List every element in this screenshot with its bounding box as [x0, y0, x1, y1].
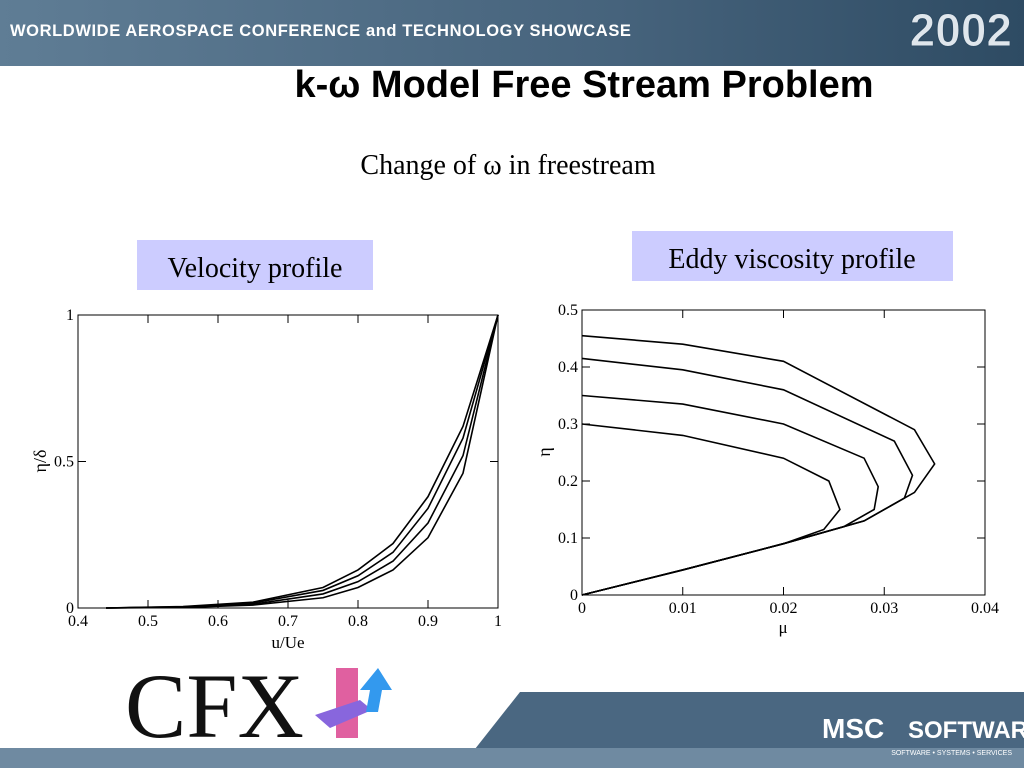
msc-logo: MSC	[822, 713, 884, 744]
y-tick-label: 0.3	[558, 416, 578, 433]
y-tick-label: 0.2	[558, 473, 578, 490]
chart-title: Eddy viscosity profile	[668, 244, 915, 275]
x-tick-label: 0.4	[68, 613, 88, 630]
series-line	[581, 357, 914, 596]
y-tick-label: 0.5	[54, 454, 74, 471]
cfx-icon	[315, 700, 372, 728]
x-tick-label: 0.02	[770, 600, 798, 617]
x-tick-label: 0	[578, 600, 586, 617]
x-axis-label: u/Ue	[271, 633, 304, 652]
x-tick-label: 0.8	[348, 613, 368, 630]
chart-title-box	[137, 240, 373, 290]
series-line	[581, 423, 841, 596]
y-tick-label: 0	[570, 587, 578, 604]
series-line	[105, 314, 499, 609]
x-tick-label: 0.01	[669, 600, 697, 617]
series-line	[105, 314, 499, 609]
x-tick-label: 0.04	[971, 600, 999, 617]
plot-frame	[581, 309, 986, 596]
x-tick-label: 0.7	[278, 613, 298, 630]
x-axis-label: μ	[778, 618, 787, 637]
x-tick-label: 0.9	[418, 613, 438, 630]
footer-strip	[0, 748, 1024, 768]
slide-subtitle: Change of ω in freestream	[360, 150, 655, 181]
chart-title-box	[632, 231, 953, 281]
series-line	[105, 314, 499, 609]
series-line	[581, 334, 936, 596]
banner-text: WORLDWIDE AEROSPACE CONFERENCE and TECHN…	[10, 22, 632, 40]
banner	[0, 0, 1024, 66]
x-tick-label: 0.5	[138, 613, 158, 630]
series-line	[105, 314, 499, 609]
cfx-logo: CFX	[125, 655, 304, 757]
x-tick-label: 1	[494, 613, 502, 630]
slide-title: k-ω Model Free Stream Problem	[294, 64, 873, 106]
banner-year: 2002	[910, 4, 1012, 56]
y-tick-label: 0.4	[558, 359, 578, 376]
y-axis-label: η	[534, 447, 554, 456]
chart-title: Velocity profile	[168, 253, 343, 284]
x-tick-label: 0.6	[208, 613, 228, 630]
cfx-icon	[360, 668, 392, 712]
y-tick-label: 0.1	[558, 530, 578, 547]
msc-tagline: SOFTWARE • SYSTEMS • SERVICES	[891, 750, 1012, 757]
y-tick-label: 1	[66, 307, 74, 324]
x-tick-label: 0.03	[870, 600, 898, 617]
y-axis-label: η/δ	[30, 450, 50, 473]
y-tick-label: 0.5	[558, 302, 578, 319]
msc-logo-2: SOFTWARE	[908, 717, 1024, 744]
y-tick-label: 0	[66, 600, 74, 617]
plot-frame	[77, 314, 499, 609]
